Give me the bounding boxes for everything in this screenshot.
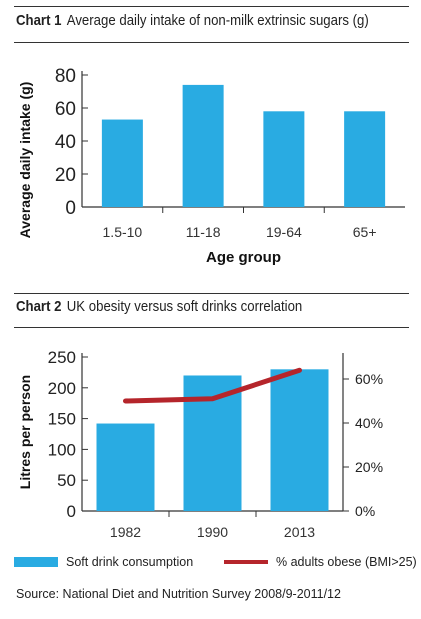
chart2-top-rule	[14, 293, 409, 294]
legend-item-soft-drink: Soft drink consumption	[14, 555, 193, 569]
chart2-heading: Chart 2 UK obesity versus soft drinks cor…	[16, 298, 302, 315]
chart2-right-tick-label: 0%	[355, 503, 375, 519]
chart2-left-tick-label: 0	[67, 502, 76, 521]
chart1-y-tick-label: 0	[65, 198, 76, 219]
chart2-plot: 0 50 100 150 200 250 0% 20% 40% 60% 1982 1990 2013 Li…	[17, 348, 383, 540]
chart2-left-tick-label: 200	[48, 379, 76, 398]
chart1-x-tick-label: 19-64	[266, 224, 302, 240]
chart2-left-tick-label: 250	[48, 348, 76, 367]
chart2-label: Chart 2	[16, 298, 62, 315]
chart1-y-tick-label: 40	[55, 132, 76, 153]
legend-swatch-line	[224, 560, 268, 564]
chart2-right-tick-label: 20%	[355, 459, 383, 475]
legend-item-obese: % adults obese (BMI>25)	[224, 555, 417, 569]
chart1-bar	[263, 111, 305, 207]
chart1-x-axis-title: Age group	[206, 249, 281, 266]
chart2-x-tick-label: 1982	[110, 524, 141, 540]
chart2-right-tick-label: 40%	[355, 415, 383, 431]
chart1-bar	[101, 119, 143, 207]
chart2-left-tick-label: 150	[48, 410, 76, 429]
source-note: Source: National Diet and Nutrition Surv…	[16, 587, 341, 601]
chart2-bar	[270, 369, 329, 511]
legend-label-obese: % adults obese (BMI>25)	[276, 555, 417, 569]
chart1-label: Chart 1	[16, 12, 62, 29]
legend-swatch-bar	[14, 557, 58, 567]
chart2-title: UK obesity versus soft drinks correlatio…	[66, 298, 303, 315]
chart1-bar	[182, 84, 224, 207]
chart1-title: Average daily intake of non-milk extrins…	[66, 12, 369, 29]
chart2-y-axis-title: Litres per person	[17, 375, 33, 489]
chart2-right-tick-label: 60%	[355, 371, 383, 387]
chart1-y-tick-label: 60	[55, 99, 76, 120]
chart2-left-tick-label: 100	[48, 440, 76, 459]
chart2-obesity-line	[123, 367, 302, 404]
chart1-x-tick-label: 65+	[353, 224, 377, 240]
chart2-x-tick-label: 2013	[284, 524, 315, 540]
chart2-x-tick-label: 1990	[197, 524, 228, 540]
chart1-header-rule	[14, 42, 409, 43]
legend-label-soft-drink: Soft drink consumption	[66, 555, 194, 569]
chart1-y-axis-title: Average daily intake (g)	[17, 82, 33, 239]
chart1-x-tick-label: 11-18	[186, 224, 221, 240]
chart2-bar	[183, 375, 242, 511]
chart2-header-rule	[14, 327, 409, 328]
chart1-heading: Chart 1 Average daily intake of non-milk …	[16, 12, 369, 29]
chart1-plot: 0 20 40 60 80 1.5-10 11-18 19-64 65+ Age group Ave…	[17, 66, 405, 266]
chart2-bar	[96, 423, 155, 511]
chart1-bar	[344, 111, 386, 207]
chart2-left-tick-label: 50	[57, 471, 76, 490]
chart1-y-tick-label: 80	[55, 66, 76, 87]
chart1-y-tick-label: 20	[55, 165, 76, 186]
top-rule	[14, 6, 409, 7]
chart1-x-tick-label: 1.5-10	[103, 224, 143, 240]
